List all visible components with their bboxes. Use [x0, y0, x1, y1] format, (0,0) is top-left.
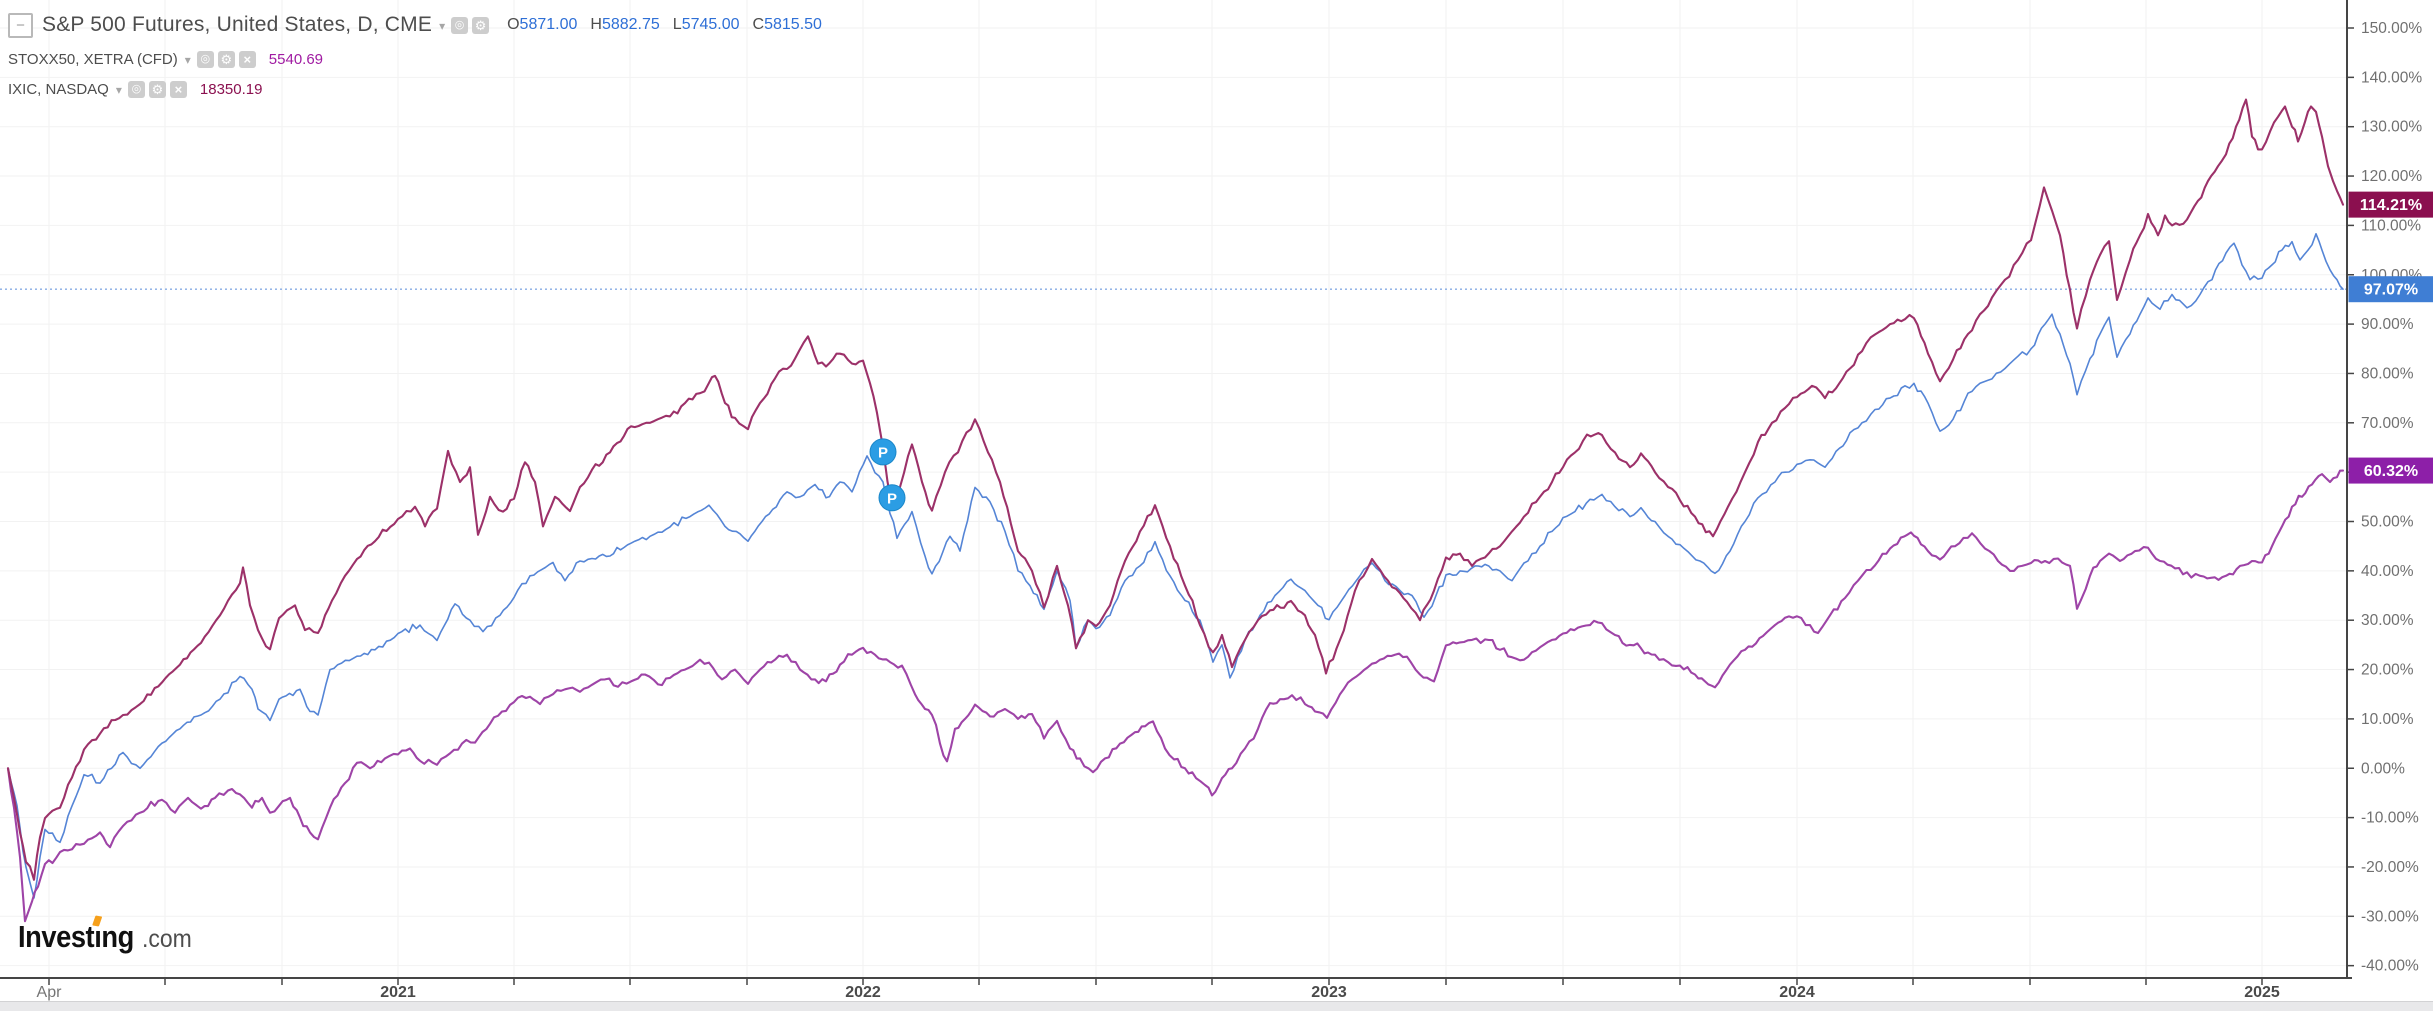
- time-axis-label: 2021: [380, 984, 416, 1001]
- close-label: C: [753, 16, 765, 33]
- price-axis-label: 20.00%: [2361, 662, 2414, 679]
- compare-row-ixic: IXIC, NASDAQ ▾ ◎ ⚙ × 18350.19: [8, 74, 835, 104]
- price-axis-label: -20.00%: [2361, 859, 2419, 876]
- compare-row-stoxx50: STOXX50, XETRA (CFD) ▾ ◎ ⚙ × 5540.69: [8, 44, 835, 74]
- price-axis-label: 90.00%: [2361, 316, 2414, 333]
- open-label: O: [507, 16, 519, 33]
- main-symbol-row: − S&P 500 Futures, United States, D, CME…: [8, 6, 835, 44]
- low-label: L: [673, 16, 682, 33]
- symbol-title[interactable]: S&P 500 Futures, United States, D, CME: [42, 13, 432, 37]
- logo-com-text: .com: [142, 925, 192, 954]
- time-axis-label: 2025: [2244, 984, 2280, 1001]
- collapse-legend-icon[interactable]: −: [8, 13, 33, 38]
- chevron-down-icon[interactable]: ▾: [185, 53, 191, 67]
- chevron-down-icon[interactable]: ▾: [116, 83, 122, 97]
- time-axis-label: 2024: [1779, 984, 1815, 1001]
- close-value: 5815.50: [764, 16, 822, 33]
- settings-gear-icon[interactable]: ⚙: [149, 81, 166, 98]
- last-price-badge-label: 97.07%: [2364, 282, 2418, 299]
- ohlc-values: O5871.00 H5882.75 L5745.00 C5815.50: [507, 16, 835, 34]
- close-icon[interactable]: ×: [239, 51, 256, 68]
- time-axis-label: Apr: [37, 984, 63, 1001]
- series-line-s-p-500-futures: [8, 234, 2343, 898]
- series-line-stoxx50: [8, 471, 2343, 922]
- high-value: 5882.75: [602, 16, 660, 33]
- price-axis-label: 120.00%: [2361, 168, 2422, 185]
- price-axis-label: 10.00%: [2361, 711, 2414, 728]
- price-axis-label: 130.00%: [2361, 119, 2422, 136]
- price-axis-label: 80.00%: [2361, 365, 2414, 382]
- position-marker-label: P: [887, 490, 897, 507]
- settings-gear-icon[interactable]: ⚙: [218, 51, 235, 68]
- compare-symbol-name[interactable]: STOXX50, XETRA (CFD): [8, 51, 178, 68]
- price-axis-label: 30.00%: [2361, 612, 2414, 629]
- time-axis-label: 2022: [845, 984, 881, 1001]
- compare-last-value: 5540.69: [269, 51, 323, 68]
- legend: − S&P 500 Futures, United States, D, CME…: [8, 6, 835, 104]
- time-axis-label: 2023: [1311, 984, 1347, 1001]
- last-price-badge-label: 60.32%: [2364, 463, 2418, 480]
- price-axis-label: 50.00%: [2361, 514, 2414, 531]
- settings-gear-icon[interactable]: ⚙: [472, 17, 489, 34]
- price-axis-label: -40.00%: [2361, 958, 2419, 975]
- price-axis-label: -30.00%: [2361, 908, 2419, 925]
- low-value: 5745.00: [682, 16, 740, 33]
- close-icon[interactable]: ×: [170, 81, 187, 98]
- compare-symbol-name[interactable]: IXIC, NASDAQ: [8, 81, 109, 98]
- price-axis-label: 150.00%: [2361, 20, 2422, 37]
- price-axis-label: 140.00%: [2361, 69, 2422, 86]
- price-axis-label: 110.00%: [2361, 217, 2421, 234]
- visibility-icon[interactable]: ◎: [451, 17, 468, 34]
- price-axis-label: 40.00%: [2361, 563, 2414, 580]
- last-price-badge-label: 114.21%: [2360, 197, 2422, 214]
- open-value: 5871.00: [520, 16, 578, 33]
- high-label: H: [590, 16, 602, 33]
- price-axis-label: 0.00%: [2361, 760, 2405, 777]
- price-axis-label: 70.00%: [2361, 415, 2414, 432]
- visibility-icon[interactable]: ◎: [128, 81, 145, 98]
- price-axis-label: -10.00%: [2361, 810, 2419, 827]
- visibility-icon[interactable]: ◎: [197, 51, 214, 68]
- chevron-down-icon[interactable]: ▾: [439, 19, 445, 33]
- position-marker-label: P: [878, 444, 888, 461]
- compare-last-value: 18350.19: [200, 81, 263, 98]
